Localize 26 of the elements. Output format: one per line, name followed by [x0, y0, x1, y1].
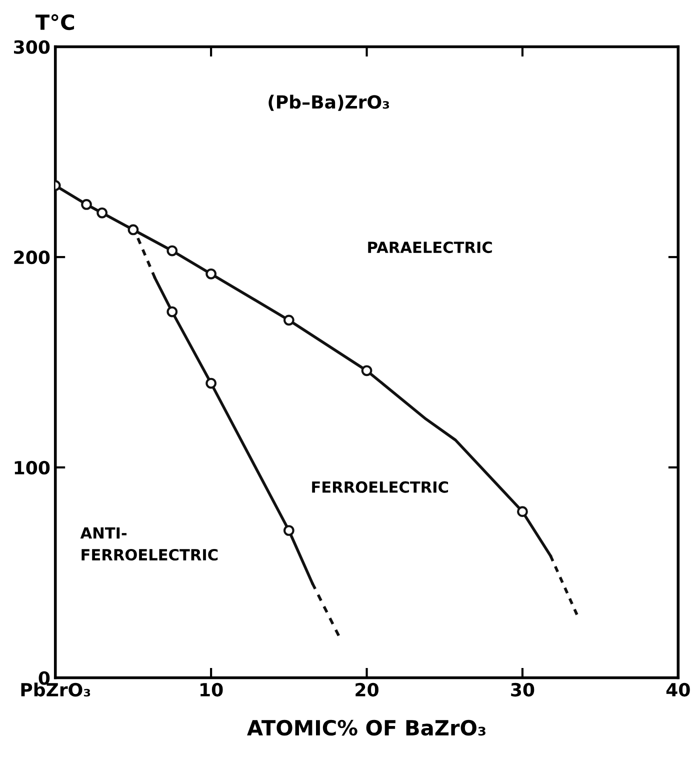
x-axis-title: ATOMIC% OF BaZrO₃ [247, 720, 486, 736]
point [81, 199, 92, 210]
annotation: FERROELECTRIC [312, 481, 448, 493]
point [283, 314, 294, 326]
y-tick-label: 300 [14, 40, 50, 54]
x-tick-label: 20 [356, 682, 378, 697]
point [206, 378, 216, 389]
point [361, 365, 372, 376]
point [283, 525, 294, 536]
point [517, 506, 528, 518]
point [206, 268, 216, 280]
annotation: (Pb–Ba)ZrO₃ [268, 94, 390, 111]
annotation: PARAELECTRIC [368, 242, 492, 254]
y-axis-title: T°C [36, 14, 74, 30]
x-tick-label: 40 [666, 682, 690, 697]
point [166, 245, 178, 256]
x-tick-label: 10 [200, 682, 223, 697]
point [166, 306, 178, 318]
y-tick-label: 200 [14, 250, 50, 264]
annotation: ANTI- FERROELECTRIC [80, 527, 218, 561]
y-tick-label: 100 [14, 460, 50, 475]
point [96, 207, 108, 218]
x-tick-label: PbZrO₃ [21, 682, 90, 697]
point [128, 224, 139, 236]
y-tick-label: 0 [38, 671, 50, 685]
x-tick-label: 30 [511, 682, 534, 697]
